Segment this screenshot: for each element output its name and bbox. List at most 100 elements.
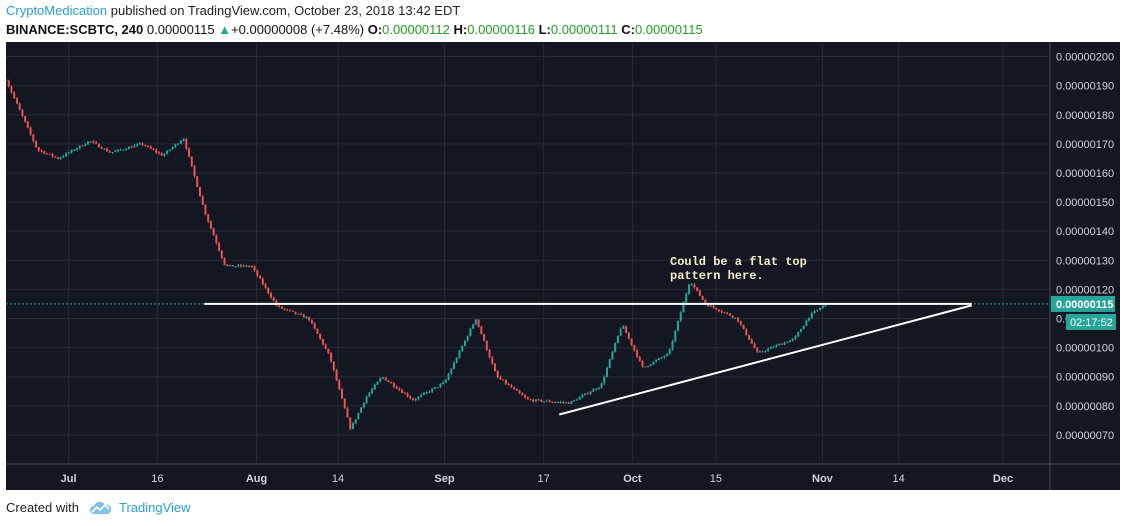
candle (209, 220, 212, 230)
candle-body (674, 330, 677, 342)
candle-body (297, 313, 300, 315)
candle (581, 393, 584, 399)
candle-body (717, 309, 720, 312)
candle-body (570, 401, 573, 404)
candle-body (136, 144, 139, 146)
candle-body (209, 221, 212, 229)
candle-body (196, 176, 199, 187)
candle-body (573, 400, 576, 402)
candle (15, 97, 18, 105)
candle-body (125, 149, 128, 151)
candle (739, 320, 742, 326)
candle (127, 146, 130, 150)
candle-body (237, 265, 240, 267)
candle-body (734, 317, 737, 319)
y-tick-label: 0.00000140 (1056, 226, 1114, 238)
candle-body (616, 335, 619, 344)
candle (45, 152, 48, 155)
candle-body (682, 302, 685, 313)
candle-body (469, 328, 472, 336)
candle-body (218, 243, 221, 251)
tradingview-cloud-icon (89, 501, 112, 514)
candle (341, 387, 344, 399)
candle (728, 312, 731, 317)
candle-body (761, 351, 764, 353)
candle (250, 265, 253, 268)
candle-body (18, 103, 21, 110)
candle-body (562, 401, 565, 403)
candle (373, 383, 376, 391)
candle (573, 399, 576, 402)
candle-body (485, 340, 488, 350)
candle (138, 142, 141, 145)
candle (537, 398, 540, 401)
candle-body (201, 196, 204, 205)
candle-body (537, 399, 540, 401)
candle-body (524, 395, 527, 398)
candle-body (267, 287, 270, 294)
candle-body (693, 284, 696, 288)
candle-body (586, 393, 589, 395)
candle (565, 401, 568, 404)
candle (808, 317, 811, 322)
candle-body (56, 157, 59, 159)
candle (234, 266, 237, 268)
candle-body (346, 408, 349, 418)
candle (532, 398, 535, 403)
candle (414, 397, 417, 402)
candle (168, 149, 171, 152)
candle-body (589, 391, 592, 394)
candle (821, 304, 824, 309)
candle (477, 319, 480, 328)
candle-body (73, 149, 76, 151)
candle-body (756, 348, 759, 352)
candle-body (15, 98, 18, 104)
candle (679, 311, 682, 323)
candle-body (373, 384, 376, 390)
candle-body (627, 333, 630, 339)
candle-body (190, 156, 193, 166)
candle (357, 412, 360, 420)
candle (799, 328, 802, 333)
candle (450, 368, 453, 375)
candle-body (414, 399, 417, 401)
candle (810, 311, 813, 320)
candle-body (428, 391, 431, 393)
candle-body (644, 366, 647, 368)
candle (510, 383, 513, 388)
candle (463, 340, 466, 347)
candle-body (783, 342, 786, 345)
candle (693, 283, 696, 289)
candle-body (332, 361, 335, 371)
candle (35, 140, 38, 148)
candle-body (425, 391, 428, 393)
candle-body (193, 165, 196, 177)
tradingview-brand-link[interactable]: TradingView (118, 500, 191, 515)
candle (499, 375, 502, 380)
candle-body (668, 349, 671, 354)
candle-body (324, 344, 327, 349)
candle-body (477, 319, 480, 327)
candle-body (117, 149, 120, 151)
candle (390, 381, 393, 384)
candle (597, 387, 600, 390)
candle (480, 325, 483, 335)
candle-body (234, 266, 237, 268)
candle (381, 376, 384, 380)
candle-body (636, 350, 639, 357)
candle-body (351, 423, 354, 429)
candle (745, 328, 748, 336)
candle-body (305, 316, 308, 318)
candle-body (458, 350, 461, 358)
candle (570, 401, 573, 405)
author-link[interactable]: CryptoMedication (6, 3, 108, 18)
candles (6, 78, 827, 431)
candle (717, 309, 720, 313)
candle-body (272, 297, 275, 301)
candle-body (291, 310, 294, 312)
candle (190, 156, 193, 168)
candle-body (242, 265, 245, 267)
candle (575, 398, 578, 401)
